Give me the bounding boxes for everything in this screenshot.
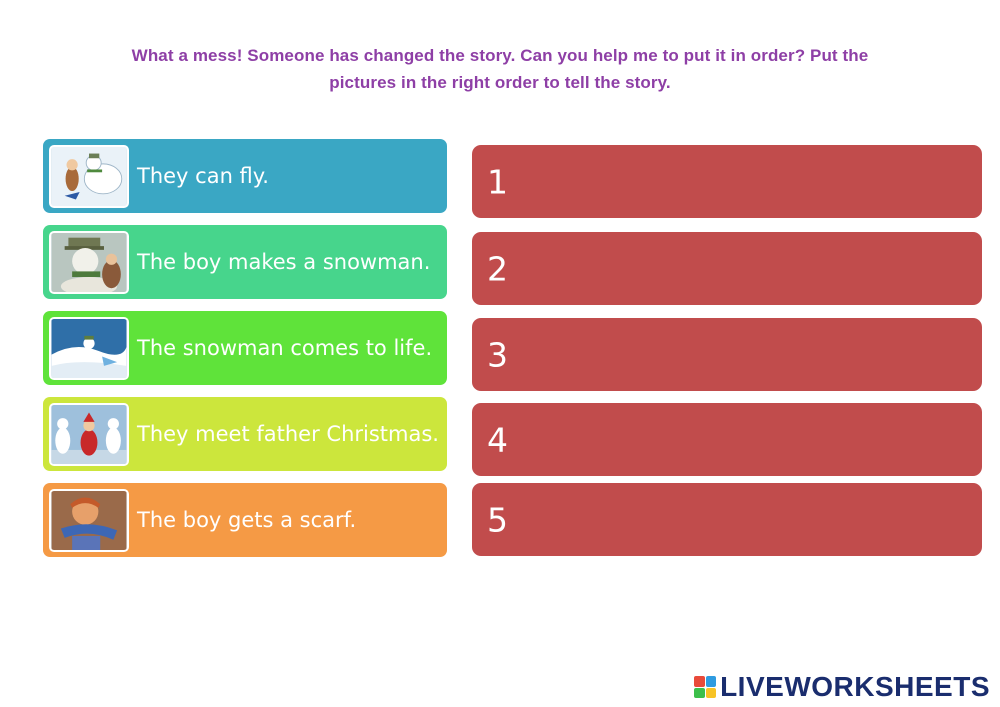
instructions-line-2: pictures in the right order to tell the …: [329, 73, 671, 92]
drop-slot-3[interactable]: 3: [472, 318, 982, 391]
drop-slot-2[interactable]: 2: [472, 232, 982, 305]
slot-number: 1: [487, 162, 508, 201]
story-card-label: They meet father Christmas.: [137, 422, 439, 446]
snowy-landscape-picture: [49, 316, 129, 380]
slot-number: 3: [487, 335, 508, 374]
instructions-line-1: What a mess! Someone has changed the sto…: [131, 46, 869, 65]
story-card-label: The snowman comes to life.: [137, 336, 433, 360]
story-card-meet-father-christmas[interactable]: They meet father Christmas.: [43, 397, 447, 471]
story-card-boy-gets-scarf[interactable]: The boy gets a scarf.: [43, 483, 447, 557]
story-card-snowman-comes-to-life[interactable]: The snowman comes to life.: [43, 311, 447, 385]
father-christmas-party-picture: [49, 402, 129, 466]
story-card-they-can-fly[interactable]: They can fly.: [43, 139, 447, 213]
story-card-label: The boy makes a snowman.: [137, 250, 431, 274]
slot-number: 2: [487, 249, 508, 288]
liveworksheets-logo: LIVEWORKSHEETS: [694, 670, 990, 704]
drop-slot-1[interactable]: 1: [472, 145, 982, 218]
liveworksheets-logo-icon: [694, 676, 717, 698]
drop-slot-4[interactable]: 4: [472, 403, 982, 476]
story-card-label: They can fly.: [137, 164, 269, 188]
slot-number: 4: [487, 420, 508, 459]
slot-number: 5: [487, 500, 508, 539]
brand-name: LIVEWORKSHEETS: [720, 671, 990, 702]
boy-with-scarf-picture: [49, 488, 129, 552]
story-card-boy-makes-snowman[interactable]: The boy makes a snowman.: [43, 225, 447, 299]
story-card-label: The boy gets a scarf.: [137, 508, 357, 532]
drop-slot-5[interactable]: 5: [472, 483, 982, 556]
snowman-portrait-picture: [49, 230, 129, 294]
instructions-text: What a mess! Someone has changed the sto…: [60, 42, 940, 96]
flying-snowman-and-boy-picture: [49, 144, 129, 208]
